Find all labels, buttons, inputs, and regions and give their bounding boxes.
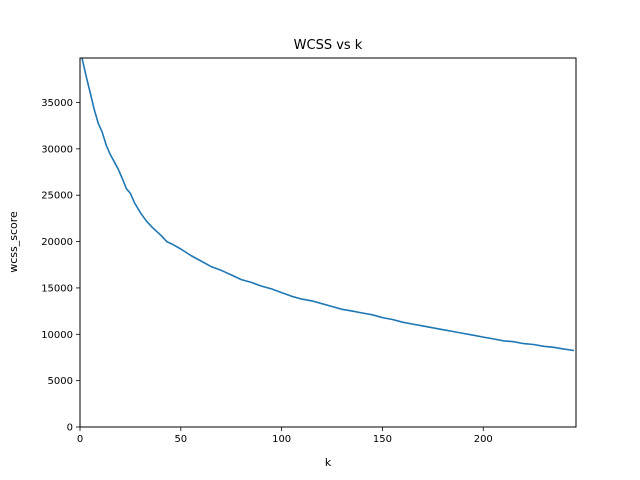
- plot-frame: [79, 57, 577, 428]
- y-tick-label: 20000: [41, 237, 73, 248]
- x-tick-label: 200: [474, 434, 493, 445]
- y-tick-label: 5000: [48, 376, 73, 387]
- x-tick-label: 0: [77, 434, 83, 445]
- x-axis-label: k: [325, 456, 332, 469]
- chart-title: WCSS vs k: [294, 38, 363, 53]
- x-axis-ticks: 0 50 100 150 200: [77, 427, 493, 445]
- x-tick-label: 150: [373, 434, 392, 445]
- y-tick-label: 35000: [41, 98, 73, 109]
- y-tick-label: 10000: [41, 330, 73, 341]
- y-axis-label: wcss_score: [7, 211, 20, 273]
- y-tick-label: 0: [67, 423, 73, 434]
- y-tick-label: 15000: [41, 283, 73, 294]
- y-tick-label: 30000: [41, 144, 73, 155]
- x-tick-label: 100: [272, 434, 291, 445]
- x-tick-label: 50: [174, 434, 187, 445]
- plot-area: [79, 57, 577, 428]
- series-line-0: [81, 57, 575, 352]
- y-tick-label: 25000: [41, 191, 73, 202]
- y-axis-ticks: 0 5000 10000 15000 20000 25000 30000 35000: [41, 98, 80, 434]
